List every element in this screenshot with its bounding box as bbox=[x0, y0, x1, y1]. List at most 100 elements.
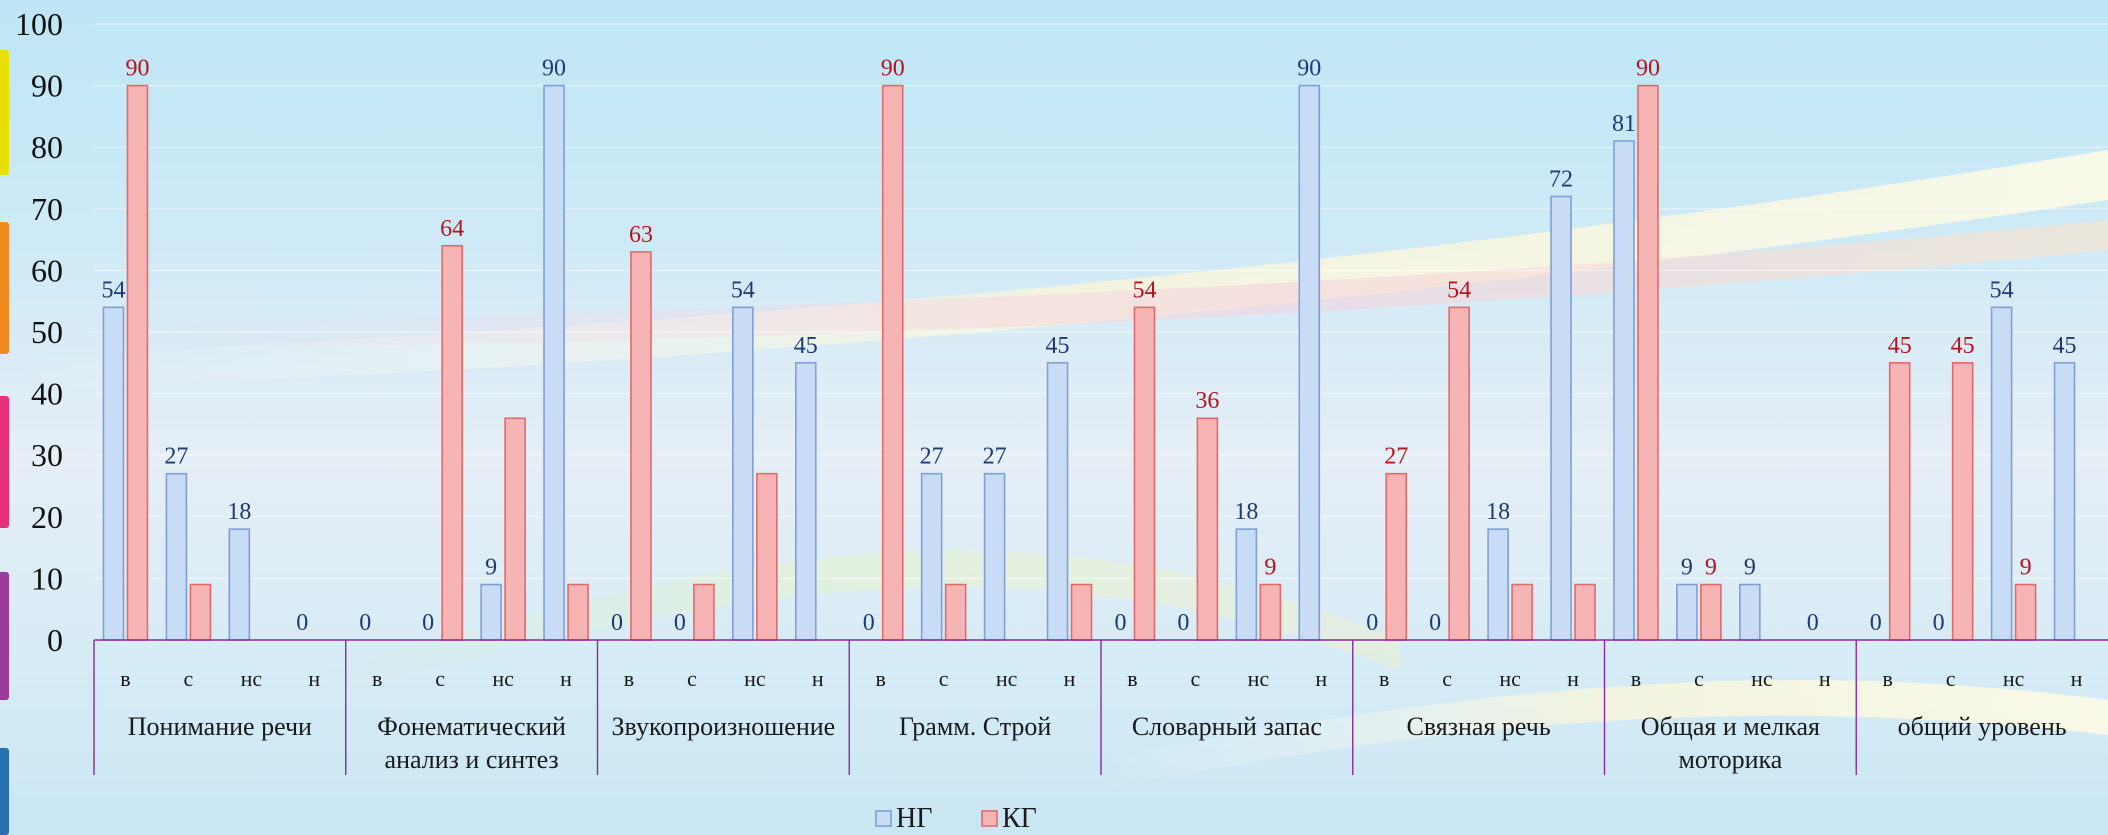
data-label: 0 bbox=[1807, 610, 1819, 636]
data-label: 64 bbox=[440, 216, 464, 242]
data-label: 9 bbox=[1705, 555, 1717, 581]
x-subcategory-label: н bbox=[812, 666, 824, 691]
x-subcategory-label: с bbox=[1946, 666, 1956, 691]
x-subcategory-label: с bbox=[1442, 666, 1452, 691]
bar-kg bbox=[441, 244, 463, 641]
legend-label: КГ bbox=[1002, 803, 1037, 834]
data-label: 0 bbox=[674, 610, 686, 636]
x-subcategory-label: в bbox=[624, 666, 634, 691]
x-subcategory-label: с bbox=[1694, 666, 1704, 691]
data-label: 9 bbox=[1264, 555, 1276, 581]
x-group-label: моторика bbox=[1678, 745, 1782, 774]
x-subcategory-label: с bbox=[435, 666, 445, 691]
bar-kg bbox=[881, 84, 904, 641]
bar-kg bbox=[693, 583, 715, 641]
y-tick-label: 10 bbox=[31, 560, 63, 596]
x-group-label: Словарный запас bbox=[1132, 712, 1322, 741]
bar-ng bbox=[1676, 583, 1698, 641]
x-subcategory-label: н bbox=[560, 666, 572, 691]
bar-ng bbox=[983, 472, 1006, 641]
bar-ng bbox=[102, 306, 125, 641]
bar-ng bbox=[1235, 528, 1258, 641]
data-label: 27 bbox=[1384, 444, 1408, 470]
data-label: 54 bbox=[1447, 277, 1471, 303]
x-subcategory-label: в bbox=[1883, 666, 1893, 691]
bar-kg bbox=[567, 583, 589, 641]
data-label: 18 bbox=[227, 499, 251, 525]
bar-ng bbox=[920, 472, 943, 641]
data-label: 45 bbox=[1951, 333, 1975, 359]
rainbow-band-pink bbox=[0, 220, 2108, 350]
bar-kg bbox=[1259, 583, 1282, 641]
data-label: 45 bbox=[794, 333, 818, 359]
data-label: 0 bbox=[1429, 610, 1441, 636]
data-label: 54 bbox=[731, 277, 755, 303]
x-subcategory-label: н bbox=[1064, 666, 1076, 691]
bar-kg bbox=[944, 583, 967, 641]
bar-ng bbox=[2053, 361, 2076, 641]
data-label: 54 bbox=[1990, 277, 2014, 303]
x-subcategory-label: в bbox=[1631, 666, 1641, 691]
bar-kg bbox=[1888, 361, 1911, 641]
x-subcategory-label: нс bbox=[492, 666, 514, 691]
data-label: 54 bbox=[101, 277, 125, 303]
data-label: 36 bbox=[1195, 388, 1219, 414]
data-label: 0 bbox=[422, 610, 434, 636]
data-label: 9 bbox=[2020, 555, 2032, 581]
bar-kg bbox=[1448, 306, 1470, 641]
x-subcategory-label: в bbox=[1379, 666, 1389, 691]
data-label: 63 bbox=[629, 222, 653, 248]
y-tick-label: 90 bbox=[31, 68, 63, 104]
bar-ng bbox=[1298, 84, 1321, 641]
x-group-label: Грамм. Строй bbox=[899, 712, 1052, 741]
side-swatch bbox=[0, 222, 9, 354]
x-subcategory-label: нс bbox=[744, 666, 766, 691]
x-subcategory-label: нс bbox=[1499, 666, 1521, 691]
x-group-label: Связная речь bbox=[1407, 712, 1551, 741]
bar-kg bbox=[2014, 583, 2037, 641]
data-label: 90 bbox=[1297, 56, 1321, 82]
data-label: 0 bbox=[1870, 610, 1882, 636]
rainbow-arc-lower bbox=[300, 550, 1400, 700]
bar-kg bbox=[504, 417, 526, 641]
bar-kg bbox=[1196, 417, 1219, 641]
x-subcategory-label: с bbox=[939, 666, 949, 691]
x-subcategory-label: нс bbox=[2003, 666, 2025, 691]
legend-swatch-kg bbox=[981, 810, 998, 827]
x-subcategory-label: нс bbox=[1751, 666, 1773, 691]
data-label: 0 bbox=[1114, 610, 1126, 636]
bar-kg bbox=[1070, 583, 1093, 641]
y-tick-label: 20 bbox=[31, 499, 63, 535]
x-subcategory-label: нс bbox=[1248, 666, 1270, 691]
x-subcategory-label: н bbox=[308, 666, 320, 691]
bar-kg bbox=[1700, 583, 1722, 641]
x-subcategory-label: в bbox=[1127, 666, 1137, 691]
bar-ng bbox=[1487, 528, 1509, 641]
bar-ng bbox=[1990, 306, 2013, 641]
data-label: 45 bbox=[1888, 333, 1912, 359]
side-swatch bbox=[0, 748, 9, 835]
x-group-label: общий уровень bbox=[1898, 712, 2067, 741]
data-label: 90 bbox=[125, 56, 149, 82]
bar-kg bbox=[756, 472, 778, 641]
bar-kg bbox=[1637, 84, 1659, 641]
bar-ng bbox=[165, 472, 188, 641]
data-label: 0 bbox=[1933, 610, 1945, 636]
bar-ng bbox=[1046, 361, 1069, 641]
y-tick-label: 100 bbox=[15, 6, 63, 42]
data-label: 18 bbox=[1486, 499, 1510, 525]
x-subcategory-label: в bbox=[876, 666, 886, 691]
data-label: 72 bbox=[1549, 166, 1573, 192]
data-label: 0 bbox=[296, 610, 308, 636]
legend-label: НГ bbox=[896, 803, 932, 834]
legend-swatch-ng bbox=[875, 810, 892, 827]
data-label: 90 bbox=[1636, 56, 1660, 82]
y-tick-label: 0 bbox=[47, 622, 63, 658]
data-label: 27 bbox=[983, 444, 1007, 470]
data-label: 45 bbox=[2053, 333, 2077, 359]
data-label: 27 bbox=[920, 444, 944, 470]
y-tick-label: 40 bbox=[31, 376, 63, 412]
side-swatch bbox=[0, 572, 9, 700]
y-tick-label: 80 bbox=[31, 129, 63, 165]
side-swatch bbox=[0, 396, 9, 528]
